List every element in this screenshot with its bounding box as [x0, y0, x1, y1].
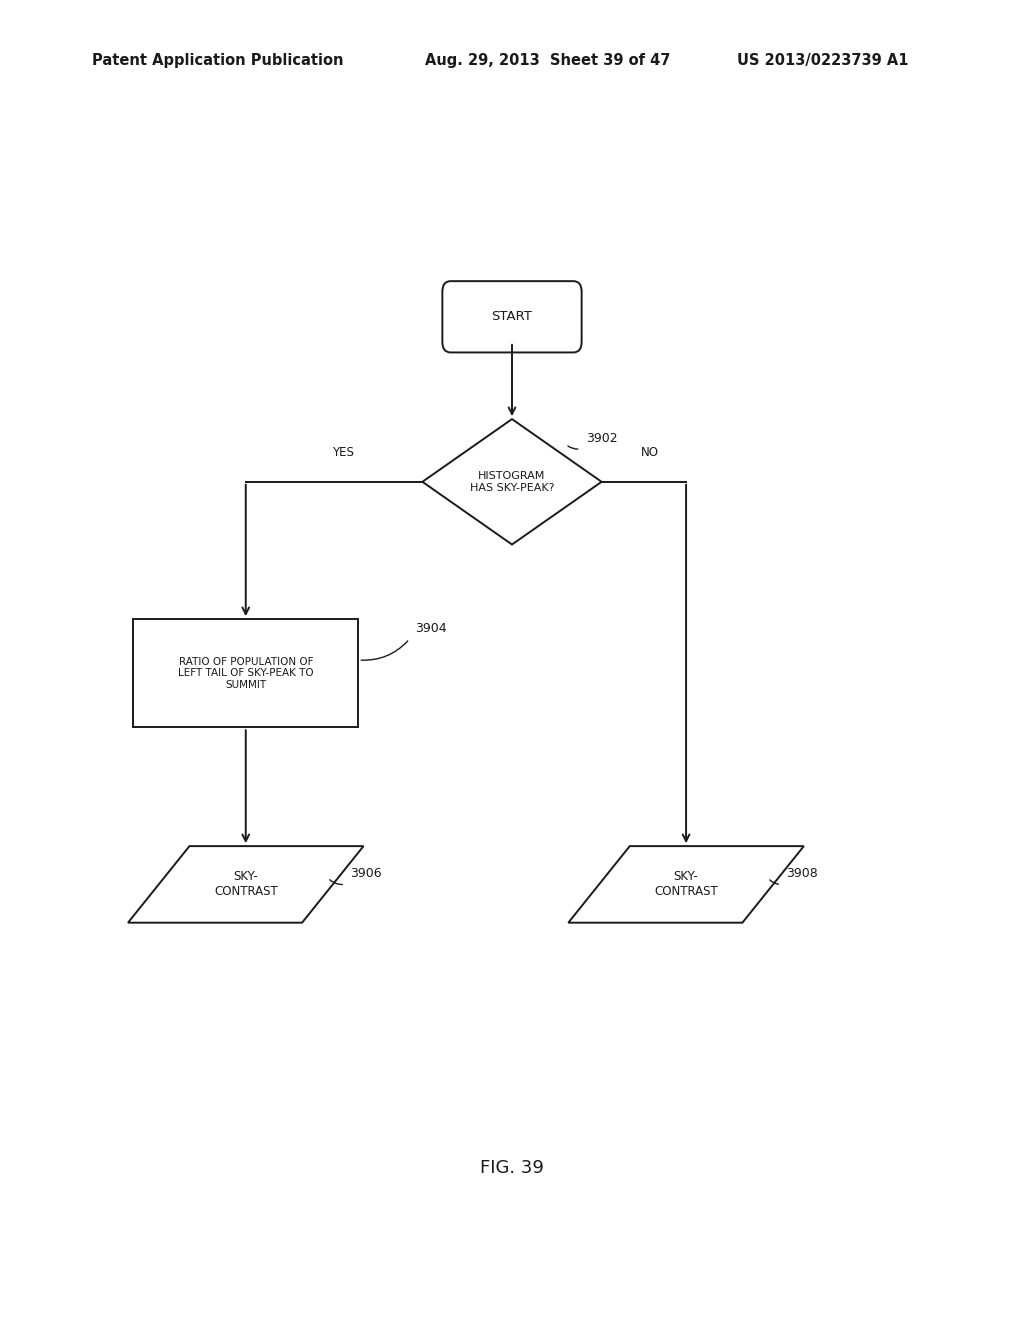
Polygon shape [568, 846, 804, 923]
Text: HISTOGRAM
HAS SKY-PEAK?: HISTOGRAM HAS SKY-PEAK? [470, 471, 554, 492]
Bar [133, 619, 358, 727]
Text: Patent Application Publication: Patent Application Publication [92, 53, 344, 69]
Text: 3906: 3906 [350, 867, 382, 880]
Text: FIG. 39: FIG. 39 [480, 1159, 544, 1177]
Text: NO: NO [641, 446, 659, 459]
Text: YES: YES [332, 446, 354, 459]
Polygon shape [128, 846, 364, 923]
Polygon shape [422, 420, 602, 544]
Text: 3902: 3902 [586, 432, 617, 445]
Text: START: START [492, 310, 532, 323]
Text: US 2013/0223739 A1: US 2013/0223739 A1 [737, 53, 908, 69]
Text: Aug. 29, 2013  Sheet 39 of 47: Aug. 29, 2013 Sheet 39 of 47 [425, 53, 671, 69]
Text: 3904: 3904 [415, 622, 446, 635]
Text: SKY-
CONTRAST: SKY- CONTRAST [654, 870, 718, 899]
Text: SKY-
CONTRAST: SKY- CONTRAST [214, 870, 278, 899]
FancyBboxPatch shape [442, 281, 582, 352]
Text: RATIO OF POPULATION OF
LEFT TAIL OF SKY-PEAK TO
SUMMIT: RATIO OF POPULATION OF LEFT TAIL OF SKY-… [178, 656, 313, 690]
Text: 3908: 3908 [786, 867, 818, 880]
